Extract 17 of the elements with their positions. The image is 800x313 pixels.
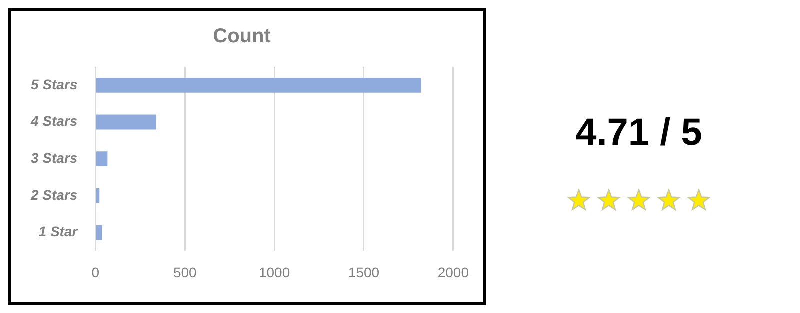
y-tick-label: 2 Stars [30,186,78,203]
text: 4.71 / 5 [576,112,702,155]
bar [96,188,100,204]
x-tick-label: 2000 [438,264,470,280]
x-tick-label: 1000 [258,264,290,280]
y-tick-label: 4 Stars [30,113,78,130]
bar [96,114,157,130]
chart-title: Count [213,26,272,48]
x-tick-label: 0 [92,264,100,280]
bar [96,78,422,93]
bar [96,152,108,167]
bar [96,225,102,240]
y-tick-label: 5 Stars [30,76,78,92]
x-tick-label: 1500 [348,264,380,280]
x-tick-label: 500 [173,264,198,280]
y-tick-label: 1 Star [38,224,80,240]
y-tick-label: 3 Stars [30,150,78,166]
